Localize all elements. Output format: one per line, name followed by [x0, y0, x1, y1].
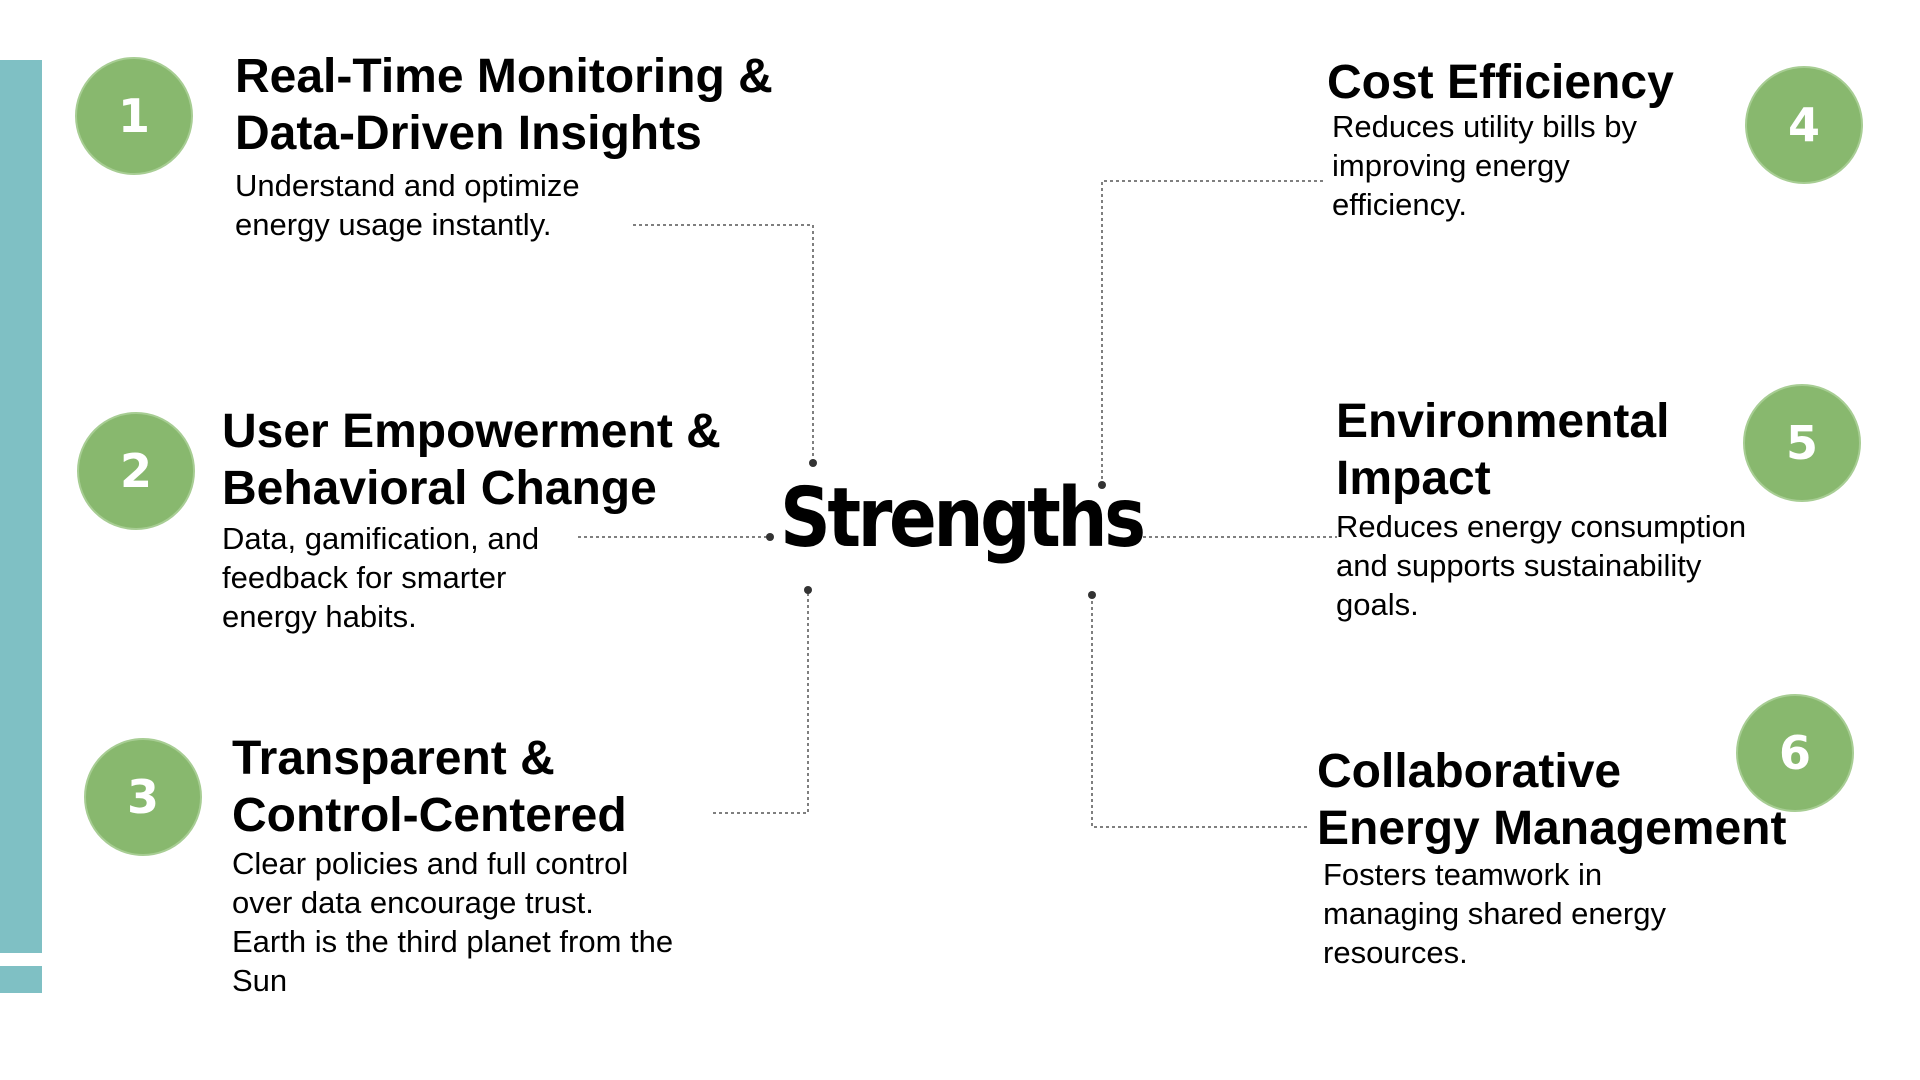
badge-1: 1	[75, 57, 193, 175]
strength-item-1: Real-Time Monitoring & Data-Driven Insig…	[235, 48, 773, 244]
badge-2: 2	[77, 412, 195, 530]
strength-item-6: Collaborative Energy Management Fosters …	[1317, 743, 1786, 972]
strength-desc-2: Data, gamification, and feedback for sma…	[222, 521, 540, 634]
strength-title-3: Transparent & Control-Centered	[232, 732, 627, 842]
connector-dot-3	[804, 586, 812, 594]
strength-item-4: Cost Efficiency Reduces utility bills by…	[1327, 54, 1674, 224]
connector-6	[1091, 595, 1307, 828]
badge-6: 6	[1736, 694, 1854, 812]
connector-3	[713, 590, 809, 814]
connector-dot-1	[809, 459, 817, 467]
strength-desc-4: Reduces utility bills by improving energ…	[1332, 109, 1637, 222]
strength-item-2: User Empowerment & Behavioral Change Dat…	[222, 403, 721, 636]
connector-4	[1101, 180, 1323, 483]
accent-bar	[0, 60, 42, 953]
strength-title-6: Collaborative Energy Management	[1317, 745, 1787, 855]
strength-desc-5: Reduces energy consumption and supports …	[1336, 509, 1747, 622]
connector-dot-2	[766, 533, 774, 541]
badge-3: 3	[84, 738, 202, 856]
strength-desc-1: Understand and optimize energy usage ins…	[235, 168, 580, 242]
center-title: Strengths	[780, 471, 1146, 566]
badge-4: 4	[1745, 66, 1863, 184]
strength-title-2: User Empowerment & Behavioral Change	[222, 405, 721, 515]
strength-title-1: Real-Time Monitoring & Data-Driven Insig…	[235, 50, 773, 160]
accent-bar-small	[0, 966, 42, 993]
strength-title-4: Cost Efficiency	[1327, 56, 1674, 109]
strength-desc-3: Clear policies and full control over dat…	[232, 846, 674, 998]
strength-item-3: Transparent & Control-Centered Clear pol…	[232, 730, 673, 1000]
badge-5: 5	[1743, 384, 1861, 502]
strength-title-5: Environmental Impact	[1336, 395, 1670, 505]
connector-dot-6	[1088, 591, 1096, 599]
strength-desc-6: Fosters teamwork in managing shared ener…	[1323, 857, 1666, 970]
strength-item-5: Environmental Impact Reduces energy cons…	[1336, 393, 1746, 624]
